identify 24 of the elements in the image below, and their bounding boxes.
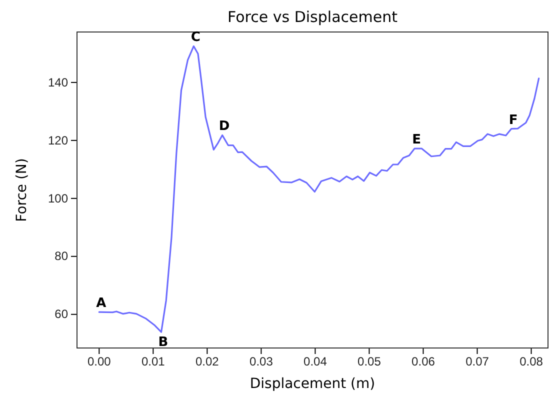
x-tick-label: 0.04 xyxy=(304,354,328,369)
y-tick-label: 140 xyxy=(48,75,68,90)
x-axis-title: Displacement (m) xyxy=(250,376,376,392)
x-tick-label: 0.01 xyxy=(141,354,166,369)
x-tick-label: 0.07 xyxy=(466,354,490,369)
x-tick-label: 0.00 xyxy=(87,354,112,369)
annotation: B xyxy=(158,335,168,350)
y-axis-title: Force (N) xyxy=(14,158,30,222)
x-tick-label: 0.03 xyxy=(250,354,274,369)
x-tick-label: 0.05 xyxy=(358,354,382,369)
x-tick-label: 0.08 xyxy=(520,354,544,369)
annotation: E xyxy=(412,132,422,148)
y-tick-label: 100 xyxy=(48,191,68,206)
x-tick-label: 0.06 xyxy=(412,354,436,369)
annotation: F xyxy=(508,112,518,128)
x-tick-label: 0.02 xyxy=(195,354,220,369)
y-tick-label: 60 xyxy=(54,307,68,322)
y-tick-label: 120 xyxy=(48,133,68,148)
chart-title: Force vs Displacement xyxy=(228,8,398,26)
annotation: D xyxy=(218,119,230,134)
line-series xyxy=(98,45,540,333)
annotation: A xyxy=(96,296,106,312)
annotation: C xyxy=(190,30,200,46)
y-tick-label: 80 xyxy=(54,249,68,264)
